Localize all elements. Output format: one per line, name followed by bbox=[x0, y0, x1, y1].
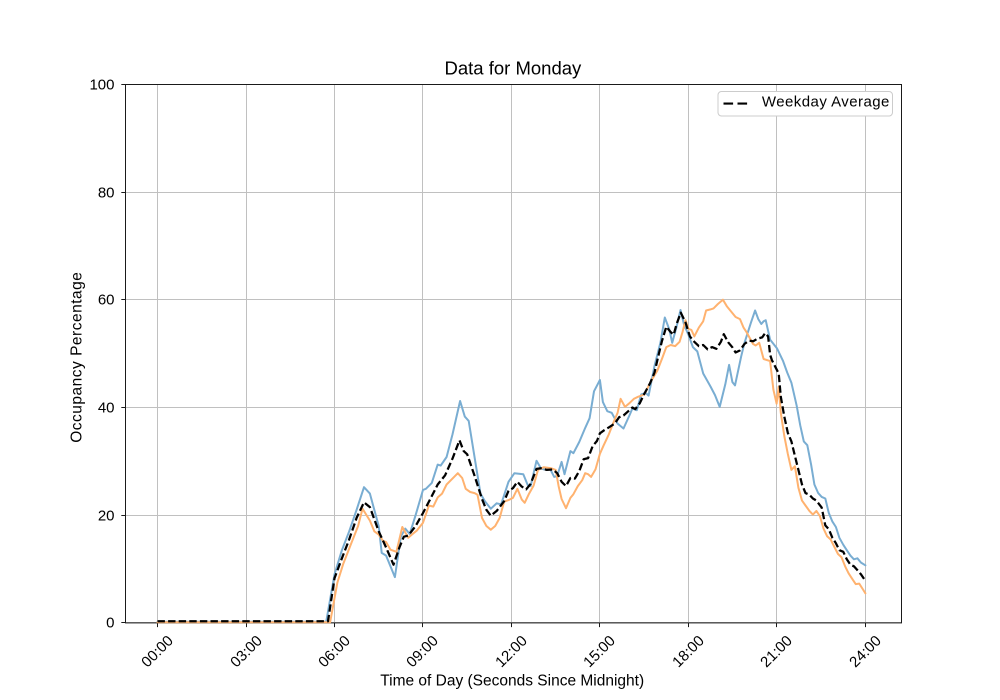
svg-text:Occupancy Percentage: Occupancy Percentage bbox=[69, 272, 86, 443]
svg-text:80: 80 bbox=[98, 185, 115, 202]
svg-text:60: 60 bbox=[98, 292, 115, 309]
svg-text:Data for Monday: Data for Monday bbox=[445, 58, 583, 79]
svg-text:0: 0 bbox=[106, 615, 114, 632]
svg-text:Time of Day (Seconds Since Mid: Time of Day (Seconds Since Midnight) bbox=[380, 673, 644, 690]
svg-text:20: 20 bbox=[98, 508, 115, 525]
svg-text:100: 100 bbox=[89, 77, 114, 94]
svg-text:40: 40 bbox=[98, 400, 115, 417]
svg-text:Weekday Average: Weekday Average bbox=[762, 94, 890, 111]
